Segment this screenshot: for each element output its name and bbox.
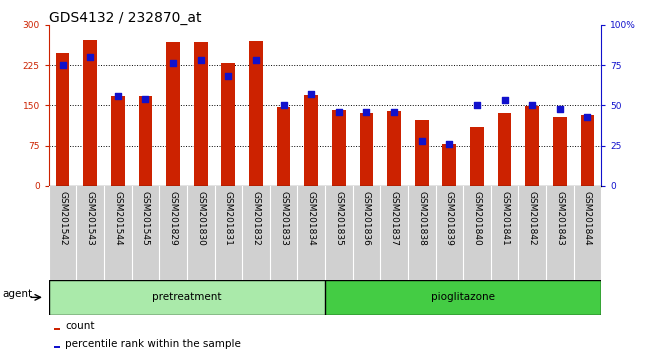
- Text: GSM201839: GSM201839: [445, 190, 454, 245]
- Point: [527, 102, 538, 108]
- Bar: [387, 111, 401, 186]
- Text: GSM201832: GSM201832: [252, 190, 261, 245]
- Bar: [54, 347, 60, 348]
- Text: GSM201843: GSM201843: [555, 190, 564, 245]
- Text: percentile rank within the sample: percentile rank within the sample: [65, 339, 241, 349]
- Bar: [166, 42, 180, 186]
- Bar: [83, 40, 97, 186]
- Point: [389, 109, 399, 115]
- Text: GSM201544: GSM201544: [113, 190, 122, 245]
- Point: [499, 98, 510, 103]
- Point: [278, 102, 289, 108]
- Bar: [304, 95, 318, 186]
- Point: [251, 57, 261, 63]
- Bar: [222, 63, 235, 186]
- Text: GSM201833: GSM201833: [279, 190, 288, 245]
- Bar: [277, 107, 291, 186]
- Bar: [111, 96, 125, 186]
- Text: GSM201542: GSM201542: [58, 190, 67, 245]
- Point: [361, 109, 372, 115]
- Point: [306, 91, 317, 97]
- Text: GSM201844: GSM201844: [583, 190, 592, 245]
- Bar: [359, 113, 373, 186]
- Text: GSM201838: GSM201838: [417, 190, 426, 245]
- Bar: [415, 120, 428, 186]
- Bar: [54, 328, 60, 330]
- Text: agent: agent: [3, 289, 32, 299]
- Text: GSM201834: GSM201834: [307, 190, 316, 245]
- Text: GSM201830: GSM201830: [196, 190, 205, 245]
- Text: GSM201831: GSM201831: [224, 190, 233, 245]
- Point: [223, 74, 233, 79]
- Point: [333, 109, 344, 115]
- Text: GSM201545: GSM201545: [141, 190, 150, 245]
- Point: [582, 114, 593, 119]
- Text: pretreatment: pretreatment: [152, 292, 222, 302]
- Text: GSM201840: GSM201840: [473, 190, 482, 245]
- Bar: [580, 115, 594, 186]
- Bar: [525, 107, 539, 186]
- Bar: [49, 280, 325, 315]
- Text: GSM201836: GSM201836: [362, 190, 371, 245]
- Text: GSM201835: GSM201835: [334, 190, 343, 245]
- Point: [196, 57, 206, 63]
- Point: [444, 141, 454, 147]
- Point: [472, 102, 482, 108]
- Point: [140, 96, 151, 102]
- Bar: [470, 127, 484, 186]
- Point: [112, 93, 123, 98]
- Point: [417, 138, 427, 144]
- Bar: [249, 41, 263, 186]
- Bar: [553, 117, 567, 186]
- Text: GSM201829: GSM201829: [168, 190, 177, 245]
- Point: [57, 62, 68, 68]
- Text: pioglitazone: pioglitazone: [431, 292, 495, 302]
- Text: GDS4132 / 232870_at: GDS4132 / 232870_at: [49, 11, 202, 25]
- Point: [168, 61, 178, 66]
- Bar: [194, 42, 207, 186]
- Bar: [498, 113, 512, 186]
- Text: GSM201837: GSM201837: [389, 190, 398, 245]
- Text: count: count: [65, 321, 95, 331]
- Bar: [332, 110, 346, 186]
- Bar: [443, 144, 456, 186]
- Bar: [138, 96, 152, 186]
- Bar: [56, 53, 70, 186]
- Bar: [325, 280, 601, 315]
- Text: GSM201842: GSM201842: [528, 190, 537, 245]
- Point: [85, 54, 96, 60]
- Text: GSM201841: GSM201841: [500, 190, 509, 245]
- Point: [554, 106, 565, 112]
- Text: GSM201543: GSM201543: [86, 190, 95, 245]
